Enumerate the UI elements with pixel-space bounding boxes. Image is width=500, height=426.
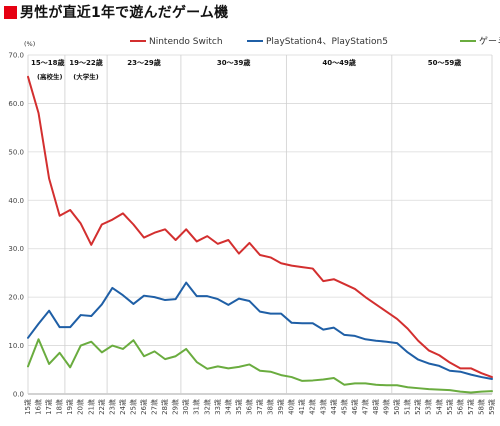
- x-tick-label: 47歳: [360, 399, 369, 415]
- x-tick-label: 26歳: [139, 399, 148, 415]
- y-tick-label: 20.0: [8, 294, 24, 302]
- age-band-label: 40～49歳: [322, 58, 355, 67]
- x-tick-label: 45歳: [339, 399, 348, 415]
- series-line-0: [27, 75, 493, 379]
- x-tick-label: 32歳: [202, 399, 211, 415]
- x-tick-label: 41歳: [297, 399, 306, 415]
- x-tick-label: 58歳: [476, 399, 485, 415]
- x-tick-label: 31歳: [192, 399, 201, 415]
- x-tick-label: 35歳: [234, 399, 243, 415]
- x-tick-label: 37歳: [255, 399, 264, 415]
- y-tick-label: 10.0: [8, 342, 24, 350]
- age-band-label: 15～18歳: [31, 58, 64, 67]
- series-layer: [27, 75, 493, 394]
- x-tick-label: 23歳: [107, 399, 116, 415]
- red-square-icon: [4, 5, 17, 19]
- x-tick-label: 28歳: [160, 399, 169, 415]
- x-tick-label: 42歳: [308, 399, 317, 415]
- age-band-layer: 15～18歳 (高校生) 19～22歳 (大学生) 23～29歳 30～39歳 40～49歳…: [31, 58, 461, 81]
- x-tick-label: 51歳: [403, 399, 412, 415]
- age-band-sublabel: (大学生): [73, 72, 98, 81]
- y-tick-label: 70.0: [8, 52, 24, 60]
- y-tick-label: 40.0: [8, 197, 24, 205]
- chart-title-block: 男性が直近1年で遊んだゲーム機: [4, 2, 228, 22]
- x-tick-label: 29歳: [171, 399, 180, 415]
- legend-label-1: PlayStation4、PlayStation5: [266, 37, 388, 47]
- x-tick-label: 27歳: [150, 399, 159, 415]
- legend: Nintendo Switch PlayStation4、PlayStation5…: [130, 35, 500, 47]
- x-tick-label: 33歳: [213, 399, 222, 415]
- x-tick-label: 46歳: [350, 399, 359, 415]
- x-tick-label: 39歳: [276, 399, 285, 415]
- x-tick-label: 25歳: [128, 399, 137, 415]
- x-tick-label: 17歳: [44, 399, 53, 415]
- x-tick-label: 49歳: [382, 399, 391, 415]
- grid-layer: [27, 54, 493, 395]
- age-band-sublabel: (高校生): [37, 72, 62, 81]
- series-line-1: [27, 281, 493, 380]
- age-band-label: 19～22歳: [69, 58, 102, 67]
- y-tick-label: 50.0: [8, 148, 24, 156]
- x-tick-label: 53歳: [424, 399, 433, 415]
- x-tick-label: 21歳: [86, 399, 95, 415]
- age-band-label: 50～59歳: [428, 58, 461, 67]
- x-tick-label: 16歳: [34, 399, 43, 415]
- x-tick-label: 43歳: [318, 399, 327, 415]
- x-tick-label: 44歳: [329, 399, 338, 415]
- x-tick-label: 34歳: [223, 399, 232, 415]
- x-tick-label: 40歳: [287, 399, 296, 415]
- y-tick-label: 30.0: [8, 245, 24, 253]
- y-unit-label: (%): [24, 40, 35, 48]
- chart-title: 男性が直近1年で遊んだゲーム機: [20, 5, 229, 21]
- x-tick-label: 59歳: [487, 399, 496, 415]
- x-tick-label: 57歳: [466, 399, 475, 415]
- age-band-label: 30～39歳: [217, 58, 250, 67]
- x-tick-label: 55歳: [445, 399, 454, 415]
- x-tick-label: 20歳: [76, 399, 85, 415]
- legend-label-0: Nintendo Switch: [149, 37, 223, 47]
- x-tick-label: 15歳: [23, 399, 32, 415]
- x-tick-label: 36歳: [244, 399, 253, 415]
- axis-layer: 0.0 10.0 20.0 30.0 40.0 50.0 60.0 70.0(%) 15歳 16歳…: [8, 40, 496, 415]
- legend-label-2: ゲーミングPC: [479, 35, 500, 47]
- x-tick-label: 48歳: [371, 399, 380, 415]
- series-line-2: [27, 338, 493, 394]
- x-tick-label: 52歳: [413, 399, 422, 415]
- x-tick-label: 19歳: [65, 399, 74, 415]
- x-tick-label: 54歳: [434, 399, 443, 415]
- x-tick-label: 24歳: [118, 399, 127, 415]
- x-tick-label: 56歳: [455, 399, 464, 415]
- x-tick-label: 18歳: [55, 399, 64, 415]
- age-band-label: 23～29歳: [127, 58, 160, 67]
- y-tick-label: 60.0: [8, 100, 24, 108]
- x-tick-label: 50歳: [392, 399, 401, 415]
- y-tick-label: 0.0: [13, 391, 24, 399]
- x-tick-label: 38歳: [266, 399, 275, 415]
- x-tick-label: 30歳: [181, 399, 190, 415]
- x-tick-label: 22歳: [97, 399, 106, 415]
